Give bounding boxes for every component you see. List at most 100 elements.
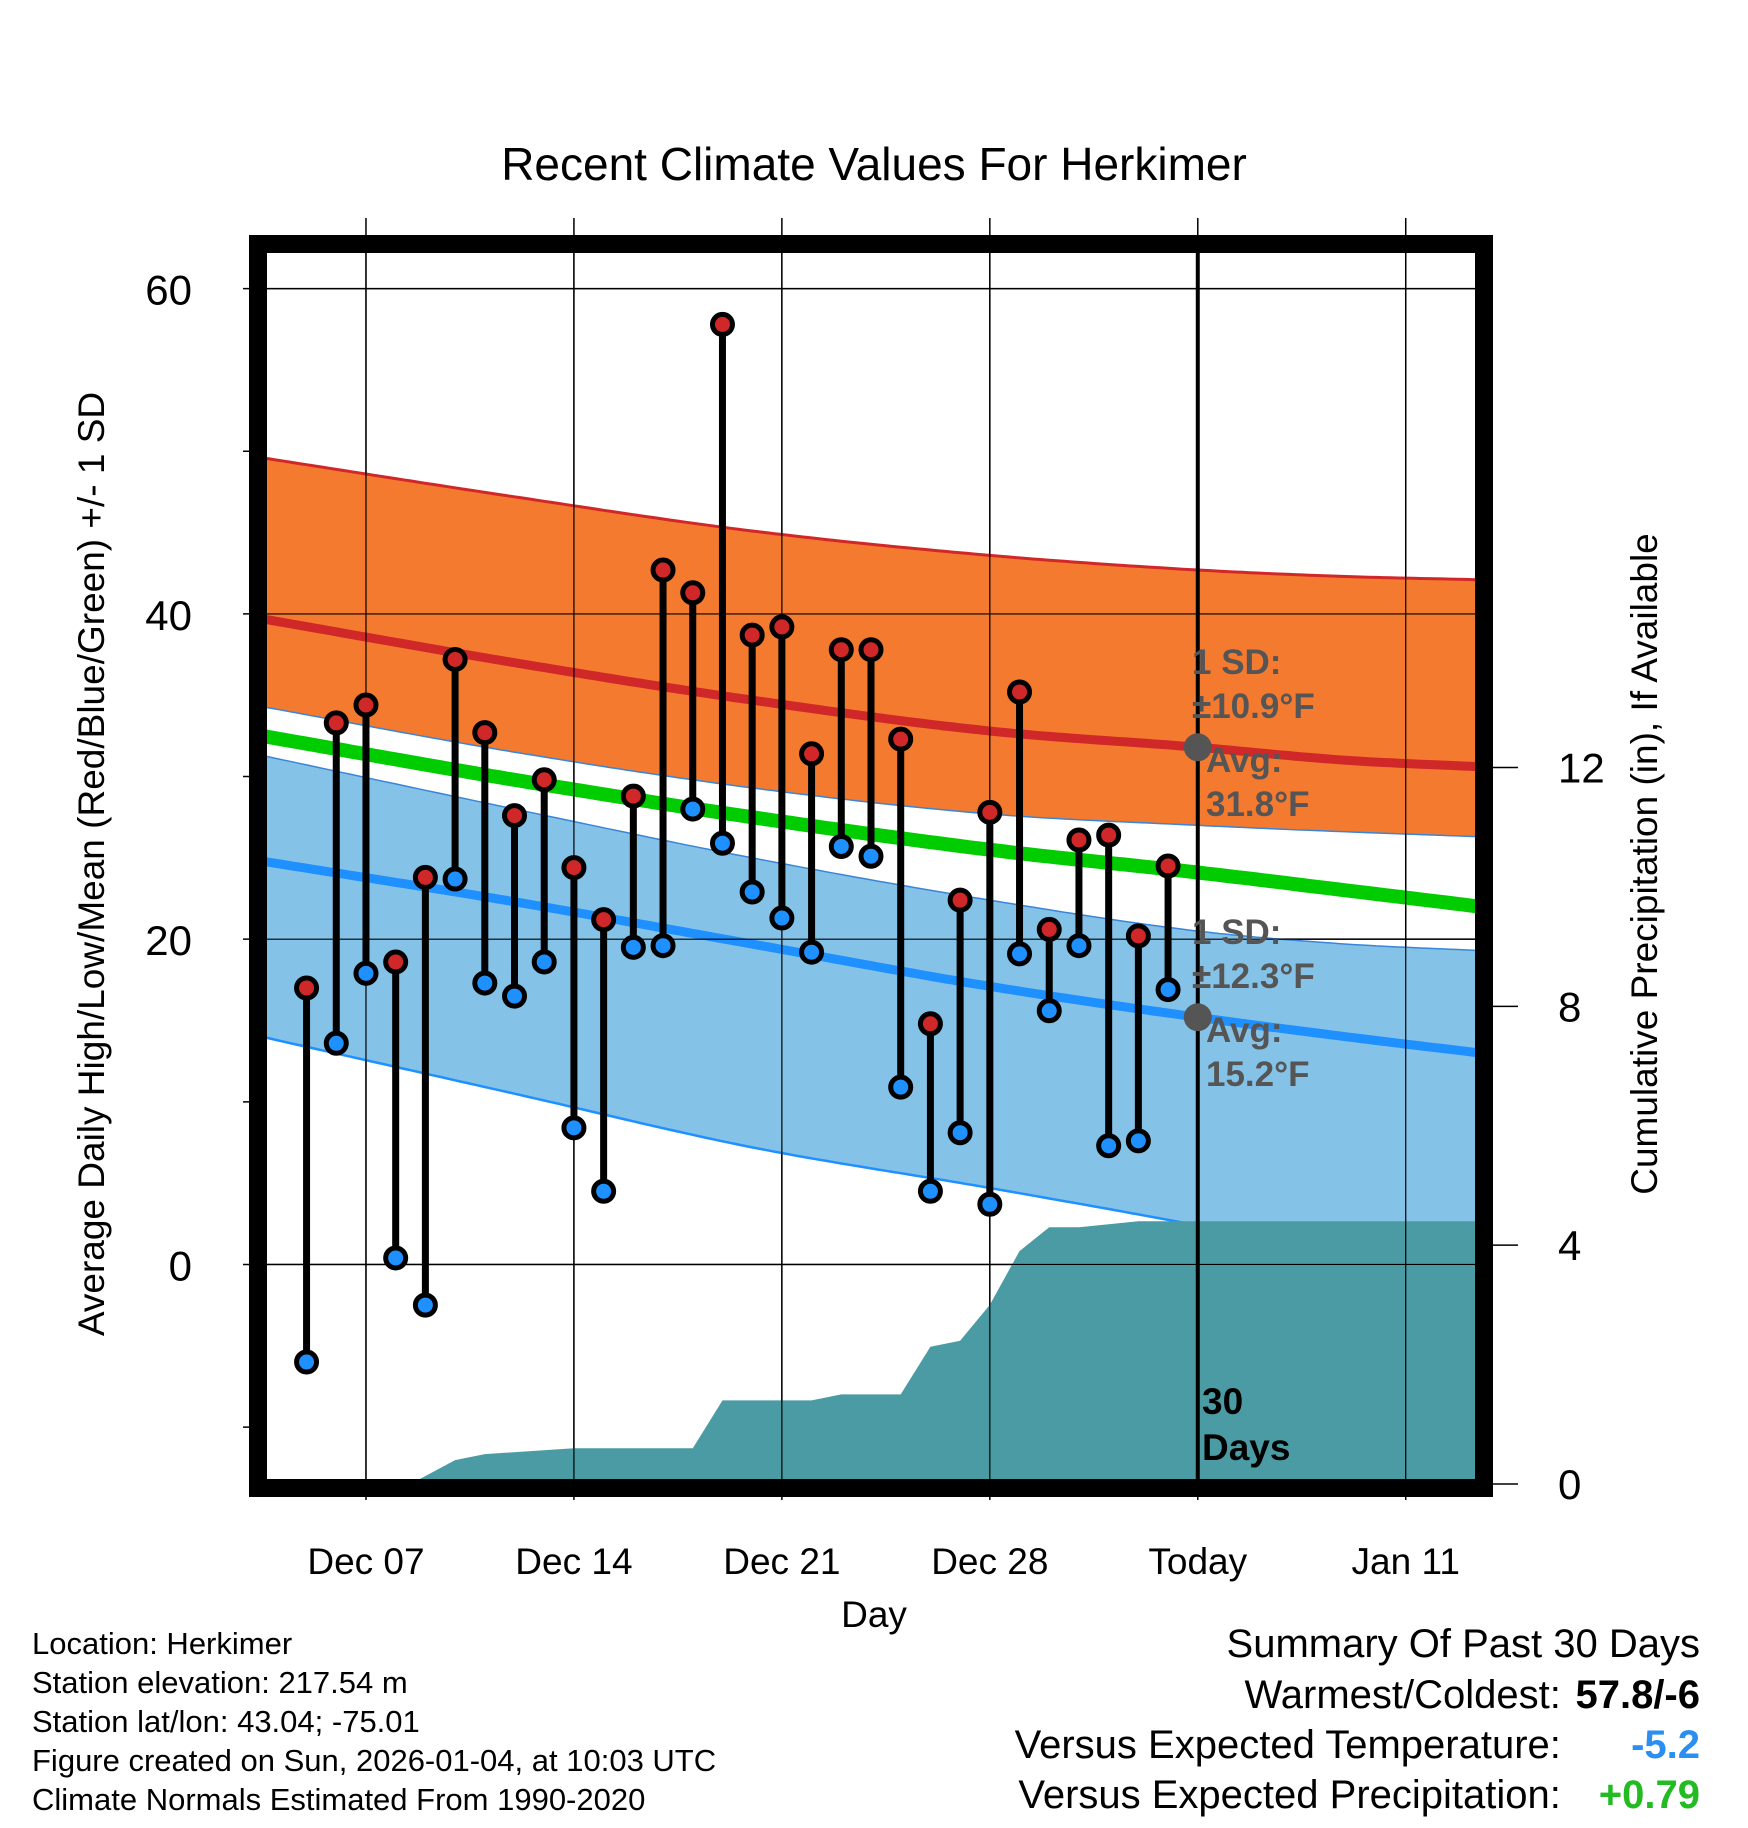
daily-low-point bbox=[977, 1191, 1003, 1217]
y-axis-label: Average Daily High/Low/Mean (Red/Blue/Gr… bbox=[71, 392, 112, 1336]
high-sd-label: 1 SD: bbox=[1192, 643, 1281, 682]
x-tick-label: Dec 07 bbox=[307, 1541, 424, 1582]
daily-low-point bbox=[472, 970, 498, 996]
summary-precipitation: Versus Expected Precipitation: +0.79 bbox=[1015, 1770, 1700, 1820]
daily-low-point bbox=[531, 949, 557, 975]
precipitation-value: +0.79 bbox=[1598, 1773, 1700, 1817]
daily-low-point bbox=[591, 1178, 617, 1204]
y-tick-label: 40 bbox=[145, 592, 192, 639]
daily-high-point bbox=[323, 710, 349, 736]
daily-high-point bbox=[769, 614, 795, 640]
warmest-coldest-value: 57.8/-6 bbox=[1575, 1673, 1700, 1717]
daily-low-point bbox=[620, 934, 646, 960]
daily-high-point bbox=[1096, 822, 1122, 848]
daily-low-point bbox=[502, 983, 528, 1009]
daily-low-point bbox=[769, 905, 795, 931]
window-days-word: Days bbox=[1202, 1427, 1290, 1468]
daily-high-point bbox=[531, 767, 557, 793]
daily-low-point bbox=[1066, 933, 1092, 959]
low-avg-value: 15.2°F bbox=[1206, 1055, 1310, 1094]
latlon-text: Station lat/lon: 43.04; -75.01 bbox=[32, 1704, 420, 1739]
x-tick-label: Dec 21 bbox=[723, 1541, 840, 1582]
daily-high-point bbox=[739, 622, 765, 648]
daily-high-point bbox=[472, 720, 498, 746]
high-avg-label: Avg: bbox=[1206, 741, 1282, 780]
daily-low-point bbox=[650, 933, 676, 959]
temperature-label: Versus Expected Temperature: bbox=[1014, 1723, 1561, 1767]
daily-low-point bbox=[917, 1178, 943, 1204]
daily-high-point bbox=[858, 637, 884, 663]
location-text: Location: Herkimer bbox=[32, 1626, 293, 1661]
low-avg-label: Avg: bbox=[1206, 1011, 1282, 1050]
daily-low-point bbox=[383, 1245, 409, 1271]
y2-tick-label: 12 bbox=[1558, 744, 1605, 791]
daily-low-point bbox=[1096, 1133, 1122, 1159]
elevation-text: Station elevation: 217.54 m bbox=[32, 1665, 408, 1700]
low-sd-value: ±12.3°F bbox=[1192, 957, 1315, 996]
daily-low-point bbox=[442, 866, 468, 892]
y2-tick-label: 0 bbox=[1558, 1461, 1581, 1508]
precip-area bbox=[262, 1221, 1480, 1484]
daily-high-point bbox=[294, 975, 320, 1001]
created-text: Figure created on Sun, 2026-01-04, at 10… bbox=[32, 1743, 717, 1778]
daily-low-point bbox=[323, 1030, 349, 1056]
daily-low-point bbox=[1125, 1128, 1151, 1154]
daily-low-point bbox=[888, 1074, 914, 1100]
low-sd-label: 1 SD: bbox=[1192, 913, 1281, 952]
daily-high-point bbox=[650, 557, 676, 583]
x-tick-label: Dec 14 bbox=[515, 1541, 632, 1582]
daily-low-point bbox=[739, 879, 765, 905]
daily-high-point bbox=[799, 741, 825, 767]
high-sd-value: ±10.9°F bbox=[1192, 687, 1315, 726]
summary-heading: Summary Of Past 30 Days bbox=[1226, 1622, 1700, 1666]
high-plus-sd-line bbox=[262, 456, 1480, 582]
daily-low-point bbox=[412, 1292, 438, 1318]
summary-panel: Summary Of Past 30 Days Warmest/Coldest:… bbox=[1015, 1618, 1700, 1820]
daily-high-point bbox=[1066, 827, 1092, 853]
low-sd-band bbox=[262, 755, 1480, 1267]
daily-low-point bbox=[294, 1349, 320, 1375]
daily-low-point bbox=[858, 843, 884, 869]
y-tick-label: 20 bbox=[145, 917, 192, 964]
daily-low-point bbox=[561, 1115, 587, 1141]
daily-low-point bbox=[709, 830, 735, 856]
daily-low-point bbox=[1155, 977, 1181, 1003]
daily-low-point bbox=[680, 796, 706, 822]
daily-low-point bbox=[1007, 941, 1033, 967]
normal-low-line bbox=[262, 856, 1480, 1058]
daily-high-point bbox=[680, 580, 706, 606]
x-tick-label: Today bbox=[1148, 1541, 1247, 1582]
y-tick-label: 0 bbox=[169, 1242, 192, 1289]
today-low-normal-marker bbox=[1183, 1003, 1212, 1032]
window-days-number: 30 bbox=[1202, 1381, 1243, 1422]
plot-area: Dec 07 Dec 14 Dec 21 Dec 28 Today Jan 11 0 20 40… bbox=[145, 218, 1605, 1582]
summary-warmest-coldest: Warmest/Coldest: 57.8/-6 bbox=[1015, 1670, 1701, 1720]
daily-low-point bbox=[828, 833, 854, 859]
precipitation-label: Versus Expected Precipitation: bbox=[1018, 1773, 1561, 1817]
daily-high-point bbox=[1007, 679, 1033, 705]
daily-low-point bbox=[353, 960, 379, 986]
daily-high-point bbox=[1036, 916, 1062, 942]
y-tick-label: 60 bbox=[145, 267, 192, 314]
daily-high-point bbox=[561, 855, 587, 881]
y2-tick-label: 8 bbox=[1558, 983, 1581, 1030]
daily-high-point bbox=[977, 799, 1003, 825]
daily-high-point bbox=[502, 803, 528, 829]
plot-content bbox=[262, 248, 1480, 1484]
daily-high-point bbox=[917, 1011, 943, 1037]
daily-low-point bbox=[799, 939, 825, 965]
plot-frame bbox=[249, 235, 1493, 1497]
daily-high-point bbox=[383, 949, 409, 975]
daily-low-point bbox=[1036, 998, 1062, 1024]
warmest-coldest-label: Warmest/Coldest: bbox=[1244, 1673, 1561, 1717]
daily-high-point bbox=[442, 646, 468, 672]
normals-text: Climate Normals Estimated From 1990-2020 bbox=[32, 1782, 646, 1817]
station-info: Location: Herkimer Station elevation: 21… bbox=[32, 1624, 716, 1819]
daily-high-point bbox=[353, 692, 379, 718]
daily-high-point bbox=[620, 783, 646, 809]
x-tick-label: Dec 28 bbox=[931, 1541, 1048, 1582]
daily-high-point bbox=[828, 637, 854, 663]
daily-high-point bbox=[1125, 923, 1151, 949]
x-tick-label: Jan 11 bbox=[1352, 1541, 1460, 1582]
